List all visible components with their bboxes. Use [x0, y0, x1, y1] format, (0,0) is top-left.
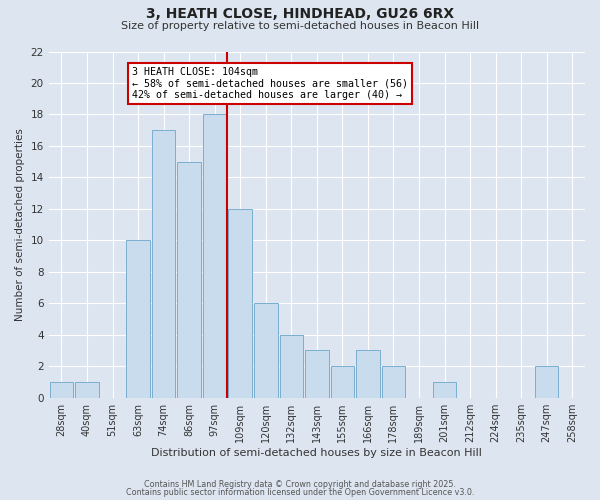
Bar — [75, 382, 99, 398]
Bar — [535, 366, 559, 398]
Y-axis label: Number of semi-detached properties: Number of semi-detached properties — [15, 128, 25, 321]
Bar — [178, 162, 201, 398]
X-axis label: Distribution of semi-detached houses by size in Beacon Hill: Distribution of semi-detached houses by … — [151, 448, 482, 458]
Bar — [50, 382, 73, 398]
Bar — [229, 209, 252, 398]
Text: Size of property relative to semi-detached houses in Beacon Hill: Size of property relative to semi-detach… — [121, 21, 479, 31]
Bar — [280, 335, 303, 398]
Text: Contains public sector information licensed under the Open Government Licence v3: Contains public sector information licen… — [126, 488, 474, 497]
Bar — [127, 240, 150, 398]
Bar — [203, 114, 226, 398]
Bar — [356, 350, 380, 398]
Bar — [305, 350, 329, 398]
Bar — [254, 304, 278, 398]
Text: Contains HM Land Registry data © Crown copyright and database right 2025.: Contains HM Land Registry data © Crown c… — [144, 480, 456, 489]
Bar — [331, 366, 354, 398]
Bar — [433, 382, 456, 398]
Bar — [382, 366, 405, 398]
Text: 3, HEATH CLOSE, HINDHEAD, GU26 6RX: 3, HEATH CLOSE, HINDHEAD, GU26 6RX — [146, 8, 454, 22]
Bar — [152, 130, 175, 398]
Text: 3 HEATH CLOSE: 104sqm
← 58% of semi-detached houses are smaller (56)
42% of semi: 3 HEATH CLOSE: 104sqm ← 58% of semi-deta… — [132, 67, 408, 100]
